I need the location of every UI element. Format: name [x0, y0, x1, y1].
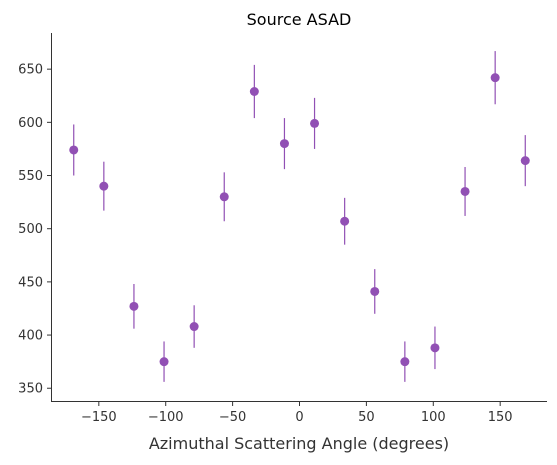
data-point: [99, 181, 109, 191]
y-tick-label: 650: [18, 63, 43, 78]
y-tick-label: 550: [18, 169, 43, 184]
data-point: [340, 216, 350, 226]
data-point: [69, 145, 79, 155]
data-point: [249, 86, 259, 96]
data-point: [430, 343, 440, 353]
y-tick-label: 450: [18, 275, 43, 290]
y-tick-label: 600: [18, 116, 43, 131]
x-tick-label: −50: [219, 410, 246, 425]
y-tick-label: 400: [18, 329, 43, 344]
data-point: [400, 357, 410, 367]
data-point: [520, 156, 530, 166]
data-point: [370, 286, 380, 296]
data-point: [460, 186, 470, 196]
data-points: [69, 51, 530, 382]
x-tick-label: −150: [81, 410, 117, 425]
x-axis-label: Azimuthal Scattering Angle (degrees): [149, 434, 449, 453]
chart-title: Source ASAD: [247, 10, 352, 29]
data-point: [219, 192, 229, 202]
y-tick-label: 500: [18, 222, 43, 237]
data-point: [189, 322, 199, 332]
data-point: [279, 139, 289, 149]
x-tick-label: 150: [488, 410, 513, 425]
y-tick-label: 350: [18, 382, 43, 397]
x-tick-label: 50: [358, 410, 375, 425]
data-point: [129, 301, 139, 311]
data-point: [310, 118, 320, 128]
data-point: [490, 73, 500, 83]
y-axis-ticks: 350 400 450 500 550 600 650: [18, 63, 52, 397]
data-point: [159, 357, 169, 367]
x-axis-ticks: −150 −100 −50 0 50 100 150: [81, 401, 513, 425]
x-tick-label: −100: [148, 410, 184, 425]
x-tick-label: 0: [295, 410, 303, 425]
x-tick-label: 100: [421, 410, 446, 425]
